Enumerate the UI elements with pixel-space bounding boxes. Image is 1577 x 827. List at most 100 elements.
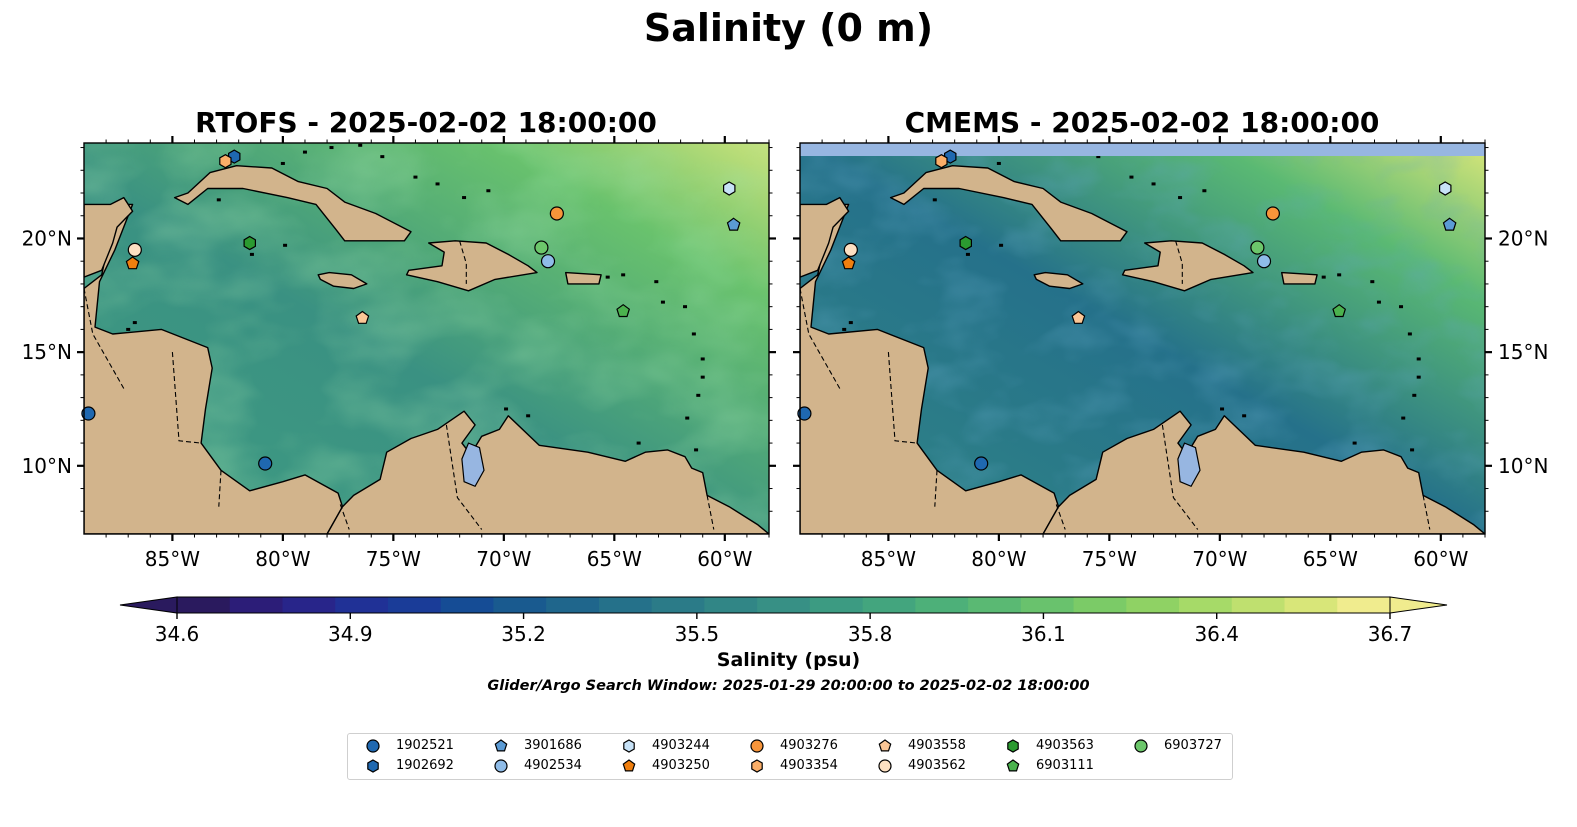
legend-marker-shape	[1007, 739, 1019, 753]
legend-label: 4903354	[780, 758, 838, 773]
cmems-islet	[996, 161, 1001, 165]
cmems-islet	[1151, 182, 1156, 186]
rtofs-map-frame	[83, 142, 770, 535]
legend-marker-circle-icon	[750, 739, 764, 753]
legend-label: 4903276	[780, 738, 838, 753]
colorbar-tick-label: 35.2	[501, 622, 546, 646]
rtofs-lon-tick-label: 75°W	[366, 547, 421, 571]
cmems-land-south-america	[1042, 410, 1485, 534]
colorbar-tick-label: 36.1	[1021, 622, 1066, 646]
cmems-land-central-america	[800, 203, 1060, 534]
salinity-colorbar: 34.6 34.9 35.2 35.5 35.8 36.1 36.4 36.7	[119, 596, 1448, 646]
colorbar-segment	[1020, 597, 1075, 613]
float-legend: 1902521 1902692 3901686 4902534 4903244 49032…	[347, 733, 1233, 780]
legend-marker-shape	[751, 759, 763, 773]
rtofs-islet	[654, 280, 659, 284]
colorbar-segment	[335, 597, 389, 613]
rtofs-land-puerto-rico	[565, 271, 602, 285]
cmems-islet	[842, 327, 847, 331]
legend-marker-shape	[494, 759, 508, 773]
legend-marker-shape	[622, 759, 636, 772]
lat-tick-label-right: 15°N	[1498, 340, 1548, 364]
colorbar-segment	[1337, 597, 1391, 613]
lat-tick-label-right: 10°N	[1498, 454, 1548, 478]
colorbar-segment	[440, 597, 495, 613]
lat-tick-label-left: 10°N	[22, 454, 72, 478]
rtofs-islet	[696, 393, 701, 397]
legend-marker-circle-icon	[878, 759, 892, 773]
rtofs-lon-tick-label: 85°W	[145, 547, 200, 571]
cmems-islet	[848, 321, 853, 325]
colorbar-tick-label: 35.8	[848, 622, 893, 646]
legend-marker-shape	[878, 759, 892, 773]
cmems-float-marker-4903244	[1438, 181, 1452, 196]
cmems-islet	[1370, 280, 1375, 284]
cmems-islet	[1410, 448, 1415, 452]
rtofs-islet	[526, 414, 531, 418]
cmems-float-marker-4903562	[843, 242, 858, 257]
cmems-islet	[1416, 375, 1421, 379]
colorbar-tick-label: 36.7	[1368, 622, 1413, 646]
rtofs-float-marker-4903276	[549, 206, 564, 221]
rtofs-lon-tick-label: 65°W	[587, 547, 642, 571]
colorbar-segment	[493, 597, 547, 613]
rtofs-country-border	[218, 470, 222, 507]
search-window-text: Glider/Argo Search Window: 2025-01-29 20…	[487, 678, 1090, 694]
cmems-land-yucatan-top	[800, 196, 850, 278]
rtofs-float-marker-3901686	[726, 217, 741, 231]
colorbar-segment	[915, 597, 969, 613]
rtofs-islet	[683, 305, 688, 309]
cmems-float-marker-6903111	[1332, 303, 1347, 318]
legend-label: 3901686	[524, 738, 582, 753]
rtofs-land-yucatan-top	[84, 196, 134, 278]
cmems-float-marker-1902521	[974, 456, 989, 471]
rtofs-float-marker-4903244	[722, 181, 736, 196]
cmems-country-border	[1161, 424, 1199, 530]
legend-marker-pentagon-icon	[1006, 759, 1020, 772]
legend-label: 4903562	[908, 758, 966, 773]
colorbar-segment	[968, 597, 1022, 613]
colorbar-segment	[1126, 597, 1180, 613]
rtofs-country-border	[339, 504, 350, 530]
legend-marker-shape	[367, 759, 379, 773]
legend-marker-hexagon-icon	[1007, 739, 1019, 753]
legend-label: 4903563	[1036, 738, 1094, 753]
colorbar-segment	[757, 597, 811, 613]
cmems-lon-tick-label: 60°W	[1413, 547, 1468, 571]
cmems-islet	[1401, 416, 1406, 420]
colorbar-segment	[809, 597, 864, 613]
colorbar-frame	[176, 596, 1391, 614]
cmems-float-marker-1902521	[797, 406, 812, 421]
colorbar-tick-label: 35.5	[675, 622, 720, 646]
rtofs-land-hispaniola	[405, 240, 538, 292]
cmems-lon-tick-label: 70°W	[1192, 547, 1247, 571]
legend-label: 4903244	[652, 738, 710, 753]
colorbar-segment	[1231, 597, 1286, 613]
legend-label: 1902521	[396, 738, 454, 753]
colorbar-segment	[704, 597, 758, 613]
legend-marker-shape	[494, 739, 508, 752]
colorbar-label: Salinity (psu)	[716, 649, 861, 671]
legend-marker-shape	[623, 739, 635, 753]
rtofs-islet	[435, 182, 440, 186]
cmems-float-marker-4903276	[1265, 206, 1280, 221]
colorbar-tick-label: 34.6	[155, 622, 200, 646]
cmems-islet	[965, 252, 970, 256]
colorbar-segment	[1179, 597, 1233, 613]
colorbar-segment	[862, 597, 916, 613]
legend-label: 6903111	[1036, 758, 1094, 773]
lat-tick-label-left: 15°N	[22, 340, 72, 364]
cmems-islet	[1412, 393, 1417, 397]
colorbar-segment	[282, 597, 336, 613]
cmems-lon-tick-label: 80°W	[971, 547, 1026, 571]
legend-marker-hexagon-icon	[751, 759, 763, 773]
cmems-islet	[1096, 155, 1101, 159]
rtofs-land-south-america	[326, 410, 769, 534]
rtofs-islet	[216, 198, 221, 202]
cmems-islet	[932, 198, 937, 202]
rtofs-land-jamaica	[317, 271, 368, 290]
cmems-map-frame	[799, 142, 1486, 535]
rtofs-islet	[700, 375, 705, 379]
rtofs-float-marker-4902534	[540, 254, 556, 269]
